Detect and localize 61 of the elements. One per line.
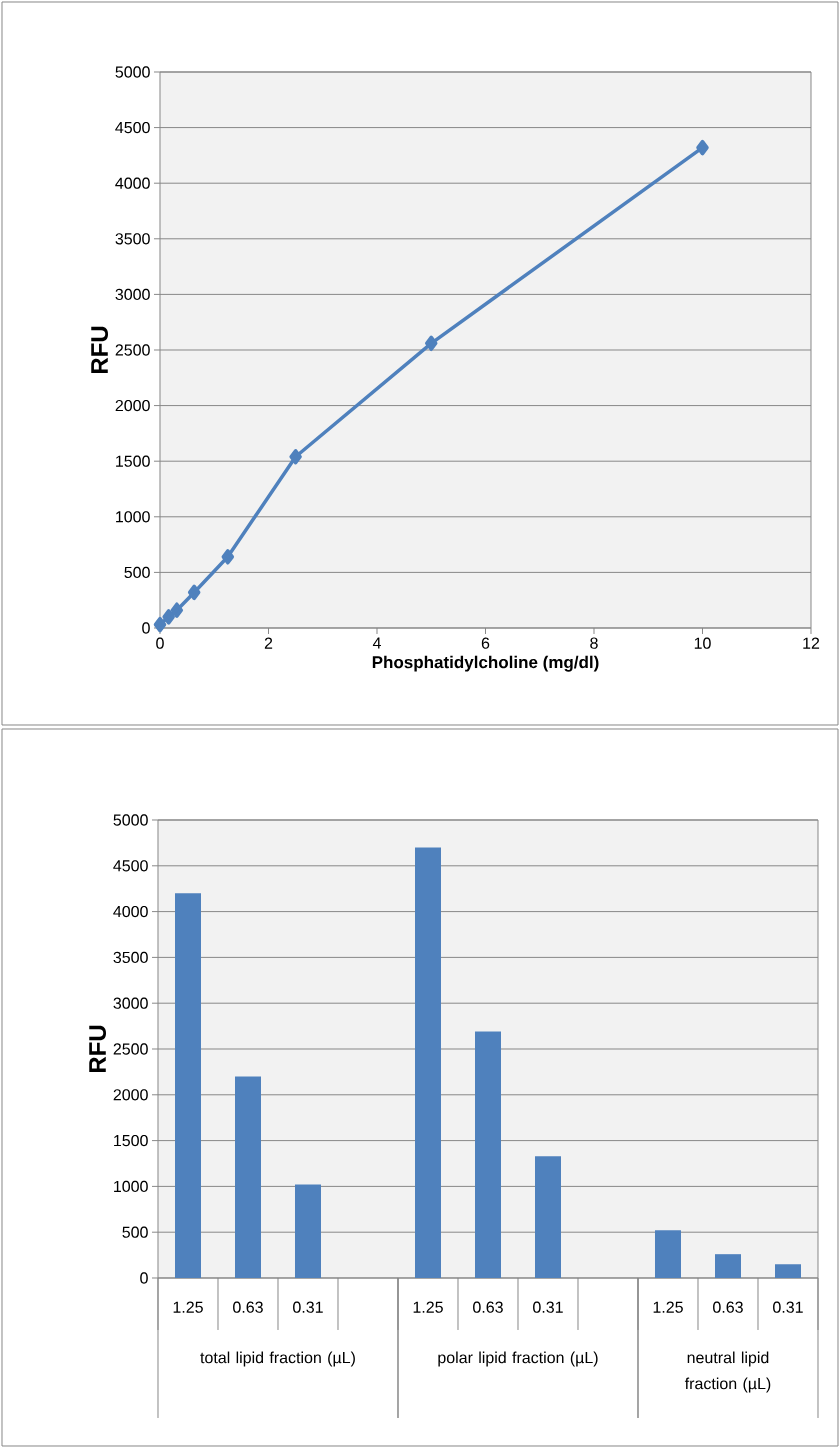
- x-tick-label: 4: [372, 637, 381, 649]
- x-tick-label: 1.25: [653, 1301, 683, 1313]
- y-tick-label: 1000: [114, 1180, 148, 1193]
- y-tick-label: 2500: [113, 1043, 148, 1055]
- point: [153, 616, 167, 633]
- y-tick-label: 2500: [115, 344, 150, 356]
- x-tick-label: 1.25: [173, 1301, 203, 1313]
- y-tick-label: 500: [122, 1226, 148, 1238]
- y-tick-label: 3000: [113, 997, 148, 1009]
- y-tick-label: 0: [140, 1272, 148, 1284]
- x-tick-label: 6: [481, 637, 490, 649]
- bar: [535, 1156, 561, 1278]
- x-tick-label: 8: [590, 637, 598, 649]
- bar: [415, 847, 441, 1278]
- x-tick-label: 0.63: [473, 1301, 503, 1313]
- x-tick-label: 2: [264, 637, 273, 649]
- point: [696, 139, 709, 156]
- text: total lipid fraction (µL): [200, 1351, 355, 1367]
- x-axis-title: Phosphatidylcholine (mg/dl): [372, 655, 599, 672]
- y-tick-label: 1500: [116, 455, 150, 467]
- bar: [235, 1076, 261, 1278]
- y-axis-title: RFU: [91, 326, 109, 374]
- y-tick-label: 4000: [113, 905, 148, 918]
- x-tick-label: 0.31: [293, 1301, 323, 1313]
- x-tick-label: 0.63: [713, 1301, 743, 1313]
- x-tick-label: 0.31: [533, 1301, 563, 1313]
- y-tick-label: 0: [142, 622, 150, 634]
- x-tick-label: 10: [694, 637, 711, 649]
- y-tick-label: 4500: [113, 860, 148, 872]
- y-tick-label: 5000: [113, 814, 148, 826]
- x-tick-label: 0.31: [773, 1301, 803, 1313]
- y-tick-label: 2000: [115, 399, 150, 412]
- x-tick-label: 12: [803, 637, 820, 649]
- point: [187, 584, 201, 601]
- y-tick-label: 1000: [116, 511, 150, 523]
- text: polar lipid fraction (µL): [438, 1351, 598, 1367]
- x-tick-label: 0.63: [233, 1301, 263, 1313]
- x-tick-label: 0: [156, 637, 164, 649]
- bar: [475, 1031, 501, 1278]
- y-tick-label: 2000: [113, 1089, 148, 1101]
- x-tick-label: 1.25: [413, 1301, 443, 1313]
- y-tick-label: 1500: [114, 1134, 148, 1147]
- point: [425, 335, 438, 352]
- bar: [175, 893, 201, 1278]
- y-tick-label: 3500: [115, 233, 150, 245]
- bar: [715, 1254, 741, 1278]
- bar: [775, 1264, 801, 1278]
- y-tick-label: 3000: [115, 288, 150, 301]
- y-axis-title: RFU: [89, 1025, 107, 1073]
- bar: [295, 1184, 321, 1278]
- point: [221, 549, 235, 565]
- y-tick-label: 5000: [115, 66, 150, 78]
- y-tick-label: 500: [124, 566, 150, 579]
- bar: [654, 1230, 681, 1278]
- y-tick-label: 4000: [115, 177, 150, 189]
- point: [170, 602, 184, 618]
- text: neutral lipid fraction (µL): [684, 1351, 771, 1393]
- y-tick-label: 3500: [113, 951, 148, 964]
- point: [162, 609, 175, 625]
- y-tick-label: 4500: [115, 121, 150, 134]
- point: [289, 448, 302, 465]
